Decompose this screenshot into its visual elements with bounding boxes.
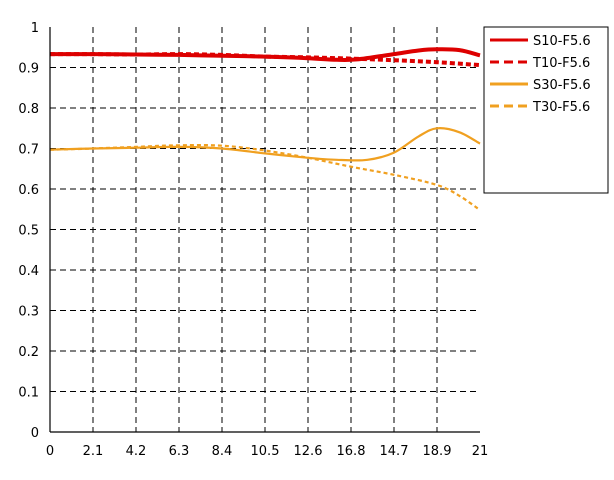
y-tick-label: 0.1 <box>18 386 39 401</box>
x-tick-label: 0 <box>46 444 54 459</box>
y-tick-label: 0 <box>31 426 39 441</box>
y-tick-label: 0.7 <box>18 143 39 158</box>
axes: 0 2.1 4.2 6.3 8.4 10.5 12.6 16.8 14.7 18.9 2100.10… <box>18 21 488 459</box>
legend: S10-F5.6 T10-F5.6 S30-F5.6 T30-F5.6 <box>483 26 609 194</box>
series-lines <box>49 47 481 211</box>
legend-box <box>483 26 609 194</box>
legend-label: S30-F5.6 <box>533 78 591 93</box>
y-tick-label: 0.5 <box>18 224 39 239</box>
x-tick-label: 16.8 <box>337 444 366 459</box>
y-tick-label: 0.9 <box>18 62 39 77</box>
series-line-s10-f5.6 <box>50 47 481 63</box>
x-tick-label: 21 <box>472 444 489 459</box>
series-line-t30-f5.6 <box>49 143 481 211</box>
x-tick-label: 12.6 <box>294 444 323 459</box>
x-tick-label: 6.3 <box>169 444 190 459</box>
legend-label: S10-F5.6 <box>533 34 591 49</box>
legend-label: T10-F5.6 <box>532 56 590 71</box>
series-line-s30-f5.6 <box>49 127 481 162</box>
y-tick-label: 0.6 <box>18 183 39 198</box>
x-tick-label: 18.9 <box>423 444 452 459</box>
x-tick-label: 14.7 <box>380 444 409 459</box>
x-tick-label: 10.5 <box>251 444 280 459</box>
y-tick-label: 0.4 <box>18 264 39 279</box>
x-tick-label: 4.2 <box>126 444 147 459</box>
y-tick-label: 1 <box>31 21 39 36</box>
y-tick-label: 0.8 <box>18 102 39 117</box>
y-tick-label: 0.3 <box>18 305 39 320</box>
legend-label: T30-F5.6 <box>532 100 590 115</box>
y-tick-label: 0.2 <box>18 345 39 360</box>
x-tick-label: 2.1 <box>83 444 104 459</box>
x-tick-label: 8.4 <box>212 444 233 459</box>
